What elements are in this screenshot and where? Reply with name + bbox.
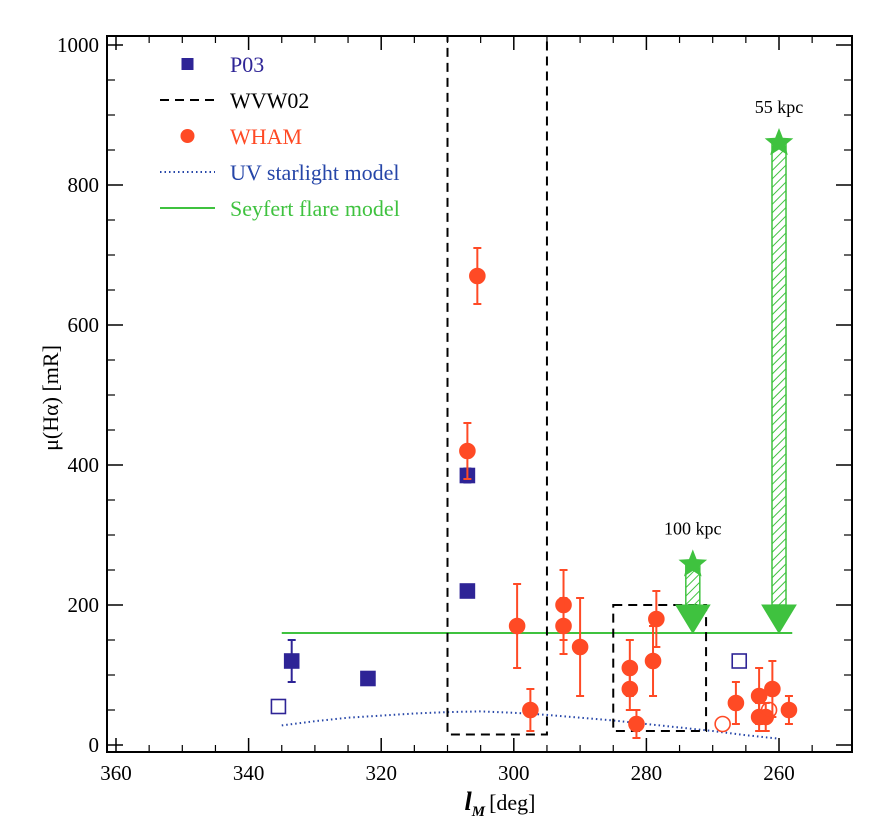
x-axis-label-unit: [deg] [489, 790, 535, 815]
wham-point [648, 610, 665, 628]
wham-point [628, 715, 645, 733]
wham-point [621, 680, 639, 698]
y-axis-label: μ(Hα) [mR] [38, 345, 63, 451]
wvw02-box [612, 604, 708, 732]
wham-point [508, 617, 526, 635]
x-tick-label: 340 [233, 761, 265, 785]
y-tick-label: 200 [68, 593, 100, 617]
legend: P03 WVW02 WHAM UV starlight model Seyfert fl… [160, 52, 400, 221]
down-arrow-head [761, 604, 797, 634]
wham-point [764, 680, 781, 698]
legend-label: P03 [230, 52, 264, 77]
x-tick-label: 300 [498, 761, 530, 785]
distance-label: 55 kpc [755, 97, 804, 117]
distance-markers: 100 kpc 55 kpc [664, 97, 804, 634]
x-tick-label: 320 [365, 761, 397, 785]
legend-label: WHAM [230, 124, 302, 149]
plot-frame [106, 35, 853, 753]
y-axis-ticks: 0 200 400 600 800 1000 [57, 33, 852, 757]
p03-point [360, 670, 376, 687]
legend-label: Seyfert flare model [230, 196, 400, 221]
hatched-column [771, 142, 787, 606]
y-tick-label: 600 [68, 313, 100, 337]
model-lines [281, 632, 793, 740]
p03-open-point [731, 653, 748, 669]
star-marker [764, 128, 794, 156]
x-tick-label: 260 [763, 761, 795, 785]
legend-label: UV starlight model [230, 160, 399, 185]
x-axis-label-main: l [465, 787, 473, 816]
y-tick-label: 1000 [57, 33, 99, 57]
x-axis-label-sub: M [471, 804, 486, 820]
wvw02-box [446, 35, 548, 736]
down-arrow-head [674, 604, 711, 634]
wham-point [780, 701, 798, 719]
y-tick-label: 800 [68, 173, 100, 197]
legend-label: WVW02 [230, 88, 309, 113]
p03-point [283, 653, 300, 669]
wham-point [459, 442, 476, 460]
wham-point [727, 694, 745, 712]
legend-marker-square [181, 58, 194, 70]
data-points [270, 247, 798, 739]
x-tick-label: 360 [100, 761, 132, 785]
legend-marker-circle [180, 129, 195, 143]
star-marker [678, 549, 708, 577]
x-axis-ticks: 360 340 320 300 280 260 [100, 36, 813, 785]
y-tick-label: 400 [68, 453, 100, 477]
wham-point [644, 652, 662, 670]
wham-point [469, 267, 486, 285]
wham-point [522, 701, 539, 719]
x-tick-label: 280 [631, 761, 663, 785]
distance-label: 100 kpc [664, 518, 722, 538]
y-tick-label: 0 [89, 733, 100, 757]
wham-point [571, 638, 589, 656]
x-axis-label: lM [deg] [465, 787, 536, 820]
wvw02-boxes [446, 35, 708, 736]
wham-open-point [714, 715, 731, 733]
wham-point [555, 617, 572, 635]
p03-point [459, 583, 476, 599]
p03-open-point [270, 698, 287, 715]
wham-open-point [760, 701, 778, 719]
